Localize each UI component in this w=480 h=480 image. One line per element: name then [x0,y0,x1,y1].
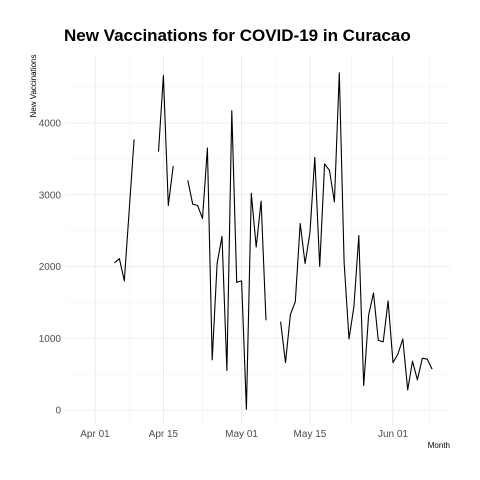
x-axis-ticks: Apr 01 Apr 15 May 01 May 15 Jun 01 [80,429,408,440]
minor-grid [66,56,450,425]
chart-title: New Vaccinations for COVID-19 in Curacao [64,26,411,45]
y-tick-label: 3000 [39,190,62,201]
y-axis-ticks: 0 1000 2000 3000 4000 [39,119,62,417]
x-tick-label: Apr 15 [149,429,179,440]
x-axis-title: Month [428,441,450,450]
series-line-segment [187,110,267,410]
y-tick-label: 4000 [39,119,62,130]
y-tick-label: 1000 [39,334,62,345]
series-line-segment [114,139,135,282]
y-tick-label: 0 [55,406,61,417]
x-tick-label: Jun 01 [378,429,408,440]
series-line [114,72,433,410]
series-line-segment [280,72,433,391]
x-tick-label: Apr 01 [80,429,110,440]
series-line-segment [157,75,174,207]
y-tick-label: 2000 [39,262,62,273]
x-tick-label: May 15 [294,429,327,440]
y-axis-title: New Vaccinations [29,55,38,118]
major-grid [66,56,450,425]
x-tick-label: May 01 [225,429,258,440]
